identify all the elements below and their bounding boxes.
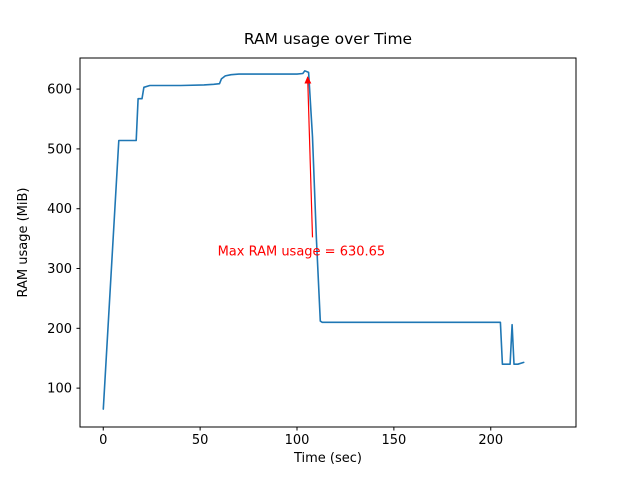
x-tick-label: 0 bbox=[99, 433, 107, 448]
x-tick-label: 150 bbox=[381, 433, 406, 448]
chart-title: RAM usage over Time bbox=[244, 30, 412, 48]
y-tick-label: 100 bbox=[47, 382, 72, 397]
ram-usage-line bbox=[102, 70, 525, 410]
x-tick-label: 100 bbox=[285, 433, 310, 448]
max-annotation-arrow bbox=[304, 76, 314, 238]
max-annotation-text: Max RAM usage = 630.65 bbox=[218, 244, 386, 259]
x-tick-label: 50 bbox=[192, 433, 209, 448]
x-tick-label: 200 bbox=[478, 433, 503, 448]
y-tick-label: 200 bbox=[47, 322, 72, 337]
y-axis-label: RAM usage (MiB) bbox=[16, 188, 31, 298]
y-tick-label: 500 bbox=[47, 142, 72, 157]
y-tick-label: 600 bbox=[47, 83, 72, 98]
y-tick-label: 300 bbox=[47, 262, 72, 277]
y-tick-label: 400 bbox=[47, 202, 72, 217]
x-axis-label: Time (sec) bbox=[293, 451, 362, 466]
plot-area bbox=[79, 57, 577, 428]
